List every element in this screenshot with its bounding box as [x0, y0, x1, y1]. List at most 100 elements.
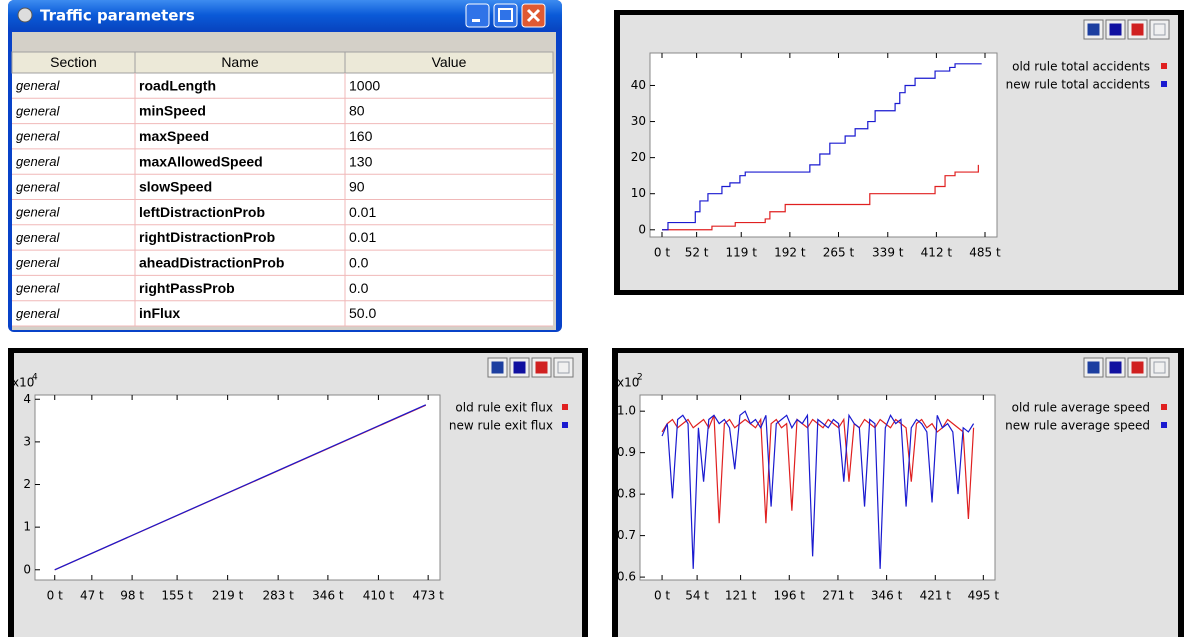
legend-label: new rule exit flux	[449, 419, 553, 433]
name-cell: rightPassProb	[139, 280, 235, 296]
legend-label: new rule average speed	[1005, 419, 1150, 433]
series-line	[661, 164, 979, 231]
toolbar-icon[interactable]	[491, 361, 504, 374]
value-cell: 0.01	[349, 204, 376, 220]
axis-multiplier-exponent: 2	[637, 373, 643, 383]
name-cell: slowSpeed	[139, 179, 212, 195]
toolbar-icon[interactable]	[535, 361, 548, 374]
value-cell: 1000	[349, 77, 380, 93]
column-header: Value	[432, 54, 467, 70]
legend-label: new rule total accidents	[1006, 78, 1150, 92]
value-cell: 80	[349, 103, 365, 119]
column-header: Section	[50, 54, 97, 70]
x-tick-label: 265 t	[823, 246, 855, 260]
toolbar-icon[interactable]	[1153, 23, 1166, 36]
toolbar-button[interactable]	[553, 357, 574, 378]
x-tick-label: 119 t	[726, 246, 758, 260]
y-tick-label: 40	[631, 78, 646, 92]
toolbar-icon[interactable]	[557, 361, 570, 374]
y-tick-label: 10	[631, 186, 646, 200]
value-cell: 0.01	[349, 229, 376, 245]
y-tick-label: 3	[23, 434, 31, 448]
series-line	[54, 404, 427, 571]
x-tick-label: 283 t	[262, 589, 294, 603]
y-tick-label: 0.7	[617, 528, 636, 542]
x-tick-label: 421 t	[920, 589, 952, 603]
section-cell: general	[16, 103, 60, 118]
legend-marker	[1161, 422, 1167, 428]
legend-marker	[1161, 63, 1167, 69]
section-cell: general	[16, 280, 60, 295]
section-cell: general	[16, 179, 60, 194]
y-tick-label: 0.6	[617, 570, 636, 584]
x-tick-label: 54 t	[685, 589, 709, 603]
value-cell: 130	[349, 153, 373, 169]
legend-marker	[1161, 404, 1167, 410]
y-tick-label: 2	[23, 477, 31, 491]
value-cell: 50.0	[349, 305, 376, 321]
legend-label: old rule exit flux	[455, 401, 553, 415]
section-cell: general	[16, 78, 60, 93]
section-cell: general	[16, 129, 60, 144]
toolbar-button[interactable]	[1149, 19, 1170, 40]
value-cell: 160	[349, 128, 373, 144]
axis-multiplier: x10	[617, 376, 639, 390]
x-tick-label: 346 t	[312, 589, 344, 603]
y-tick-label: 0.8	[617, 487, 636, 501]
toolbar-button[interactable]	[1149, 357, 1170, 378]
x-tick-label: 485 t	[969, 246, 1001, 260]
name-cell: leftDistractionProb	[139, 204, 265, 220]
y-tick-label: 30	[631, 114, 646, 128]
y-tick-label: 0	[23, 562, 31, 576]
x-tick-label: 410 t	[363, 589, 395, 603]
toolbar-icon[interactable]	[1131, 361, 1144, 374]
y-tick-label: 1	[23, 520, 31, 534]
value-cell: 0.0	[349, 280, 369, 296]
toolbar-icon[interactable]	[1109, 23, 1122, 36]
parameter-table: Section Name Value general roadLength 1000 gen…	[11, 51, 554, 327]
toolbar-icon[interactable]	[1153, 361, 1166, 374]
x-tick-label: 98 t	[120, 589, 144, 603]
axis-multiplier: x10	[12, 376, 34, 390]
series-line	[661, 410, 975, 569]
name-cell: rightDistractionProb	[139, 229, 275, 245]
y-tick-label: 1.0	[617, 404, 636, 418]
series-line	[661, 63, 982, 231]
legend-marker	[562, 404, 568, 410]
section-cell: general	[16, 205, 60, 220]
x-tick-label: 339 t	[872, 246, 904, 260]
window-title: Traffic parameters	[40, 7, 195, 25]
table-background	[12, 52, 553, 326]
x-tick-label: 495 t	[968, 589, 1000, 603]
x-tick-label: 47 t	[80, 589, 104, 603]
x-tick-label: 121 t	[725, 589, 757, 603]
section-cell: general	[16, 230, 60, 245]
window-icon	[17, 7, 33, 23]
x-tick-label: 196 t	[774, 589, 806, 603]
x-tick-label: 219 t	[212, 589, 244, 603]
plot-area	[34, 394, 441, 581]
toolbar-icon[interactable]	[1131, 23, 1144, 36]
toolbar-icon[interactable]	[1109, 361, 1122, 374]
plot-area	[649, 52, 998, 238]
toolbar-icon[interactable]	[1087, 361, 1100, 374]
x-tick-label: 412 t	[921, 246, 953, 260]
x-tick-label: 0 t	[654, 246, 670, 260]
column-header-cell	[344, 51, 554, 74]
y-tick-label: 0	[638, 222, 646, 236]
value-cell: 90	[349, 179, 365, 195]
legend-marker	[562, 422, 568, 428]
y-tick-label: 0.9	[617, 445, 636, 459]
toolbar-icon[interactable]	[513, 361, 526, 374]
minimize-button[interactable]	[465, 3, 490, 28]
name-cell: aheadDistractionProb	[139, 254, 284, 270]
x-tick-label: 155 t	[161, 589, 193, 603]
column-header: Name	[221, 54, 259, 70]
close-button[interactable]	[521, 3, 546, 28]
axis-multiplier-exponent: 4	[32, 373, 38, 383]
y-tick-label: 20	[631, 150, 646, 164]
name-cell: maxSpeed	[139, 128, 209, 144]
maximize-button[interactable]	[493, 3, 518, 28]
toolbar-icon[interactable]	[1087, 23, 1100, 36]
